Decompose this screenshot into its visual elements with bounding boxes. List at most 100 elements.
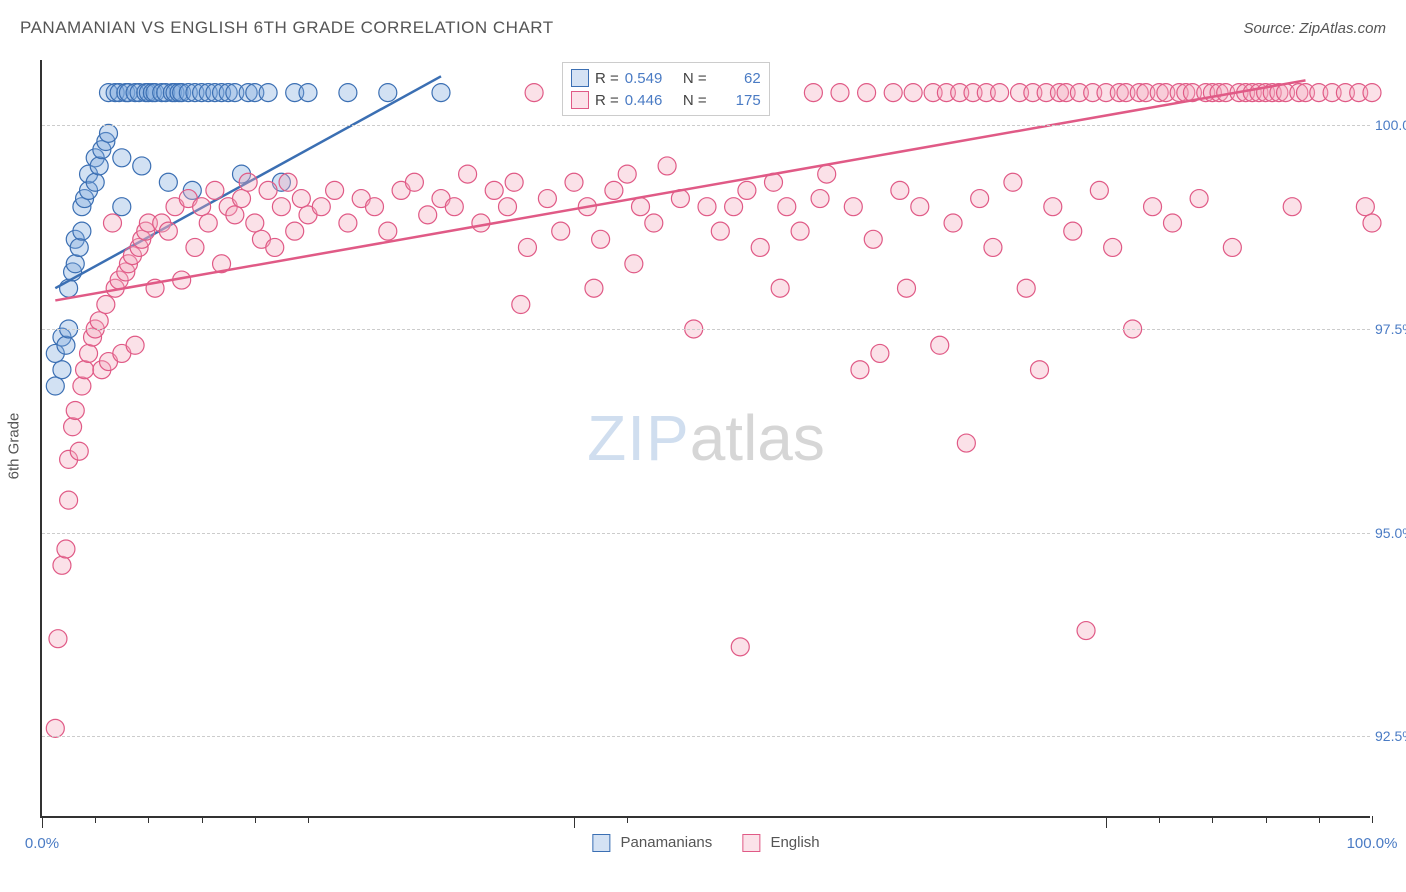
legend-swatch xyxy=(571,69,589,87)
data-point xyxy=(64,418,82,436)
data-point xyxy=(911,198,929,216)
data-point xyxy=(1290,84,1308,102)
data-point xyxy=(46,377,64,395)
data-point xyxy=(100,124,118,142)
legend-r-value: 0.446 xyxy=(625,92,673,109)
data-point xyxy=(831,84,849,102)
data-point xyxy=(90,312,108,330)
data-point xyxy=(259,84,277,102)
data-point xyxy=(1243,84,1261,102)
data-point xyxy=(1336,84,1354,102)
data-point xyxy=(286,222,304,240)
data-point xyxy=(1250,84,1268,102)
trend-line xyxy=(55,76,441,288)
data-point xyxy=(70,442,88,460)
data-point xyxy=(86,149,104,167)
data-point xyxy=(53,556,71,574)
data-point xyxy=(1077,622,1095,640)
legend-item-english: English xyxy=(742,834,819,852)
grid-line xyxy=(42,736,1370,737)
data-point xyxy=(66,255,84,273)
data-point xyxy=(738,181,756,199)
data-point xyxy=(326,181,344,199)
legend-label-english: English xyxy=(770,834,819,851)
data-point xyxy=(163,84,181,102)
data-point xyxy=(698,198,716,216)
data-point xyxy=(1110,84,1128,102)
data-point xyxy=(518,238,536,256)
x-tick xyxy=(255,816,256,823)
data-point xyxy=(80,165,98,183)
legend-label-panamanians: Panamanians xyxy=(621,834,713,851)
data-point xyxy=(1356,198,1374,216)
data-point xyxy=(272,173,290,191)
data-point xyxy=(1170,84,1188,102)
source-label: Source: ZipAtlas.com xyxy=(1243,20,1386,37)
data-point xyxy=(46,719,64,737)
data-point xyxy=(937,84,955,102)
data-point xyxy=(844,198,862,216)
data-point xyxy=(117,263,135,281)
data-point xyxy=(213,255,231,273)
legend-r-label: R = xyxy=(595,92,619,109)
data-point xyxy=(585,279,603,297)
data-point xyxy=(392,181,410,199)
data-point xyxy=(765,173,783,191)
data-point xyxy=(339,214,357,232)
data-point xyxy=(977,84,995,102)
data-point xyxy=(73,377,91,395)
data-point xyxy=(459,165,477,183)
data-point xyxy=(103,214,121,232)
data-point xyxy=(252,230,270,248)
data-point xyxy=(57,336,75,354)
data-point xyxy=(951,84,969,102)
data-point xyxy=(1203,84,1221,102)
data-point xyxy=(505,173,523,191)
data-point xyxy=(1024,84,1042,102)
data-point xyxy=(246,84,264,102)
data-point xyxy=(166,84,184,102)
data-point xyxy=(1223,238,1241,256)
data-point xyxy=(90,157,108,175)
data-point xyxy=(1164,214,1182,232)
data-point xyxy=(1310,84,1328,102)
data-point xyxy=(53,361,71,379)
data-point xyxy=(299,206,317,224)
x-tick xyxy=(1266,816,1267,823)
data-point xyxy=(366,198,384,216)
data-point xyxy=(193,198,211,216)
data-point xyxy=(166,198,184,216)
data-point xyxy=(130,238,148,256)
data-point xyxy=(64,263,82,281)
data-point xyxy=(1177,84,1195,102)
data-point xyxy=(904,84,922,102)
data-point xyxy=(771,279,789,297)
data-point xyxy=(864,230,882,248)
data-point xyxy=(113,344,131,362)
data-point xyxy=(525,84,543,102)
data-point xyxy=(199,84,217,102)
data-point xyxy=(80,344,98,362)
data-point xyxy=(432,84,450,102)
data-point xyxy=(1237,84,1255,102)
data-point xyxy=(119,84,137,102)
data-point xyxy=(818,165,836,183)
data-point xyxy=(851,361,869,379)
data-point xyxy=(971,190,989,208)
data-point xyxy=(80,181,98,199)
bottom-legend: Panamanians English xyxy=(592,834,819,852)
plot-area: ZIPatlas R =0.549 N =62R =0.446 N =175 P… xyxy=(40,60,1370,818)
data-point xyxy=(133,157,151,175)
legend-swatch-panamanians xyxy=(592,834,610,852)
y-tick-label: 100.0% xyxy=(1375,117,1406,133)
x-tick xyxy=(1159,816,1160,823)
data-point xyxy=(100,353,118,371)
data-point xyxy=(272,198,290,216)
data-point xyxy=(170,84,188,102)
data-point xyxy=(991,84,1009,102)
data-point xyxy=(1011,84,1029,102)
data-point xyxy=(1277,84,1295,102)
data-point xyxy=(73,222,91,240)
legend-row: R =0.549 N =62 xyxy=(571,67,761,89)
data-point xyxy=(226,84,244,102)
